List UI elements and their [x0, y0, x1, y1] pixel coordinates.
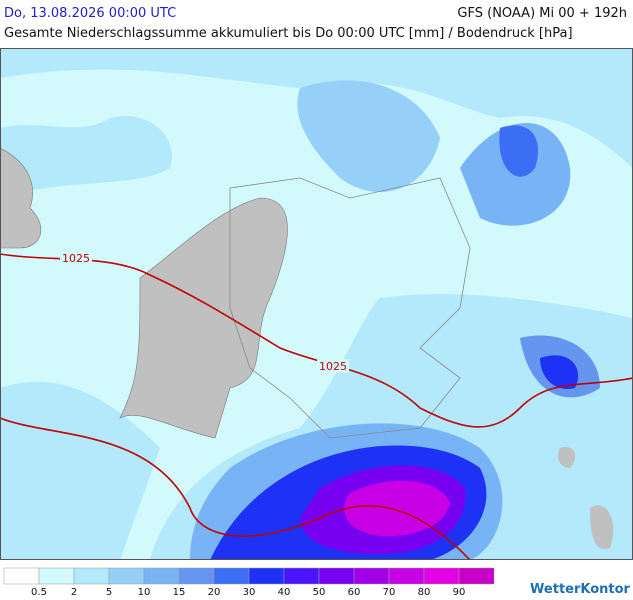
precip-area — [499, 125, 539, 177]
legend-swatch — [143, 567, 180, 585]
isobar-label-bg — [317, 359, 349, 373]
map: 1025 1025 — [0, 48, 633, 560]
legend-tick-label: 30 — [243, 587, 256, 598]
legend-tick-label: 20 — [208, 587, 221, 598]
legend-tick-label: 70 — [383, 587, 396, 598]
land-area — [0, 147, 42, 249]
legend-swatch — [73, 567, 110, 585]
legend-tick-label: 5 — [106, 587, 112, 598]
precip-area — [0, 381, 160, 560]
land-area — [119, 197, 288, 439]
precip-area — [0, 116, 172, 198]
precip-area — [297, 80, 440, 193]
precip-area — [540, 355, 579, 389]
legend-tick-label: 80 — [418, 587, 431, 598]
isobar-label-bg — [60, 251, 92, 265]
legend-swatch — [283, 567, 320, 585]
subtitle: Gesamte Niederschlagssumme akkumuliert b… — [4, 26, 573, 41]
legend-tick-label: 15 — [173, 587, 186, 598]
legend-swatch — [178, 567, 215, 585]
datetime: Do, 13.08.2026 00:00 UTC — [4, 6, 177, 21]
land-area — [558, 447, 614, 549]
legend-swatch — [388, 567, 425, 585]
model-run: GFS (NOAA) Mi 00 + 192h — [457, 6, 627, 21]
legend-swatch — [38, 567, 75, 585]
legend-swatch — [458, 567, 495, 585]
legend-swatch — [248, 567, 285, 585]
legend-tick-label: 2 — [71, 587, 77, 598]
isobar-label: 1025 — [62, 252, 90, 265]
legend-swatch — [3, 567, 40, 585]
legend-swatch — [213, 567, 250, 585]
isobar-label: 1025 — [319, 360, 347, 373]
legend-tick-label: 50 — [313, 587, 326, 598]
legend-swatch — [318, 567, 355, 585]
legend-swatch — [353, 567, 390, 585]
border — [229, 177, 471, 439]
legend-tick-label: 0.5 — [31, 587, 47, 598]
brand: WetterKontor — [530, 582, 631, 597]
legend: WetterKontor 0.5 2 5 10 15 20 30 40 50 60 70 80 90 — [3, 567, 631, 598]
legend-tick-label: 90 — [453, 587, 466, 598]
legend-swatch — [108, 567, 145, 585]
header: Do, 13.08.2026 00:00 UTC GFS (NOAA) Mi 0… — [0, 0, 633, 48]
legend-tick-label: 60 — [348, 587, 361, 598]
legend-swatch — [423, 567, 460, 585]
isobar — [0, 417, 471, 560]
legend-tick-label: 10 — [138, 587, 151, 598]
legend-tick-label: 40 — [278, 587, 291, 598]
precip-area — [0, 48, 633, 168]
